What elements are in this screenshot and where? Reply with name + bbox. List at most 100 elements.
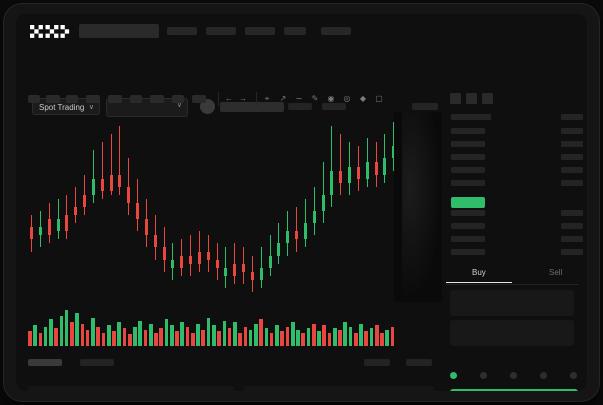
chart-timeframe-4[interactable]: [86, 95, 100, 103]
volume-bar: [138, 320, 143, 346]
trendline-icon[interactable]: ↗: [279, 94, 287, 103]
candle: [180, 239, 184, 276]
search-input[interactable]: [79, 24, 159, 38]
volume-bar: [185, 326, 190, 346]
orderbook-bid-row: [451, 236, 485, 242]
market-type-value: Spot Trading: [39, 103, 85, 112]
candlestick-chart[interactable]: [28, 112, 408, 302]
chart-axis-row: [28, 359, 432, 369]
volume-bar: [122, 328, 127, 346]
volume-bar: [143, 329, 148, 346]
candle: [127, 158, 131, 216]
orderbook-ask-total: [561, 167, 583, 173]
magnet-icon[interactable]: ◉: [327, 94, 335, 103]
volume-bar: [238, 332, 242, 346]
orderbook-view-bids-icon[interactable]: [466, 93, 477, 104]
candle-wick: [216, 243, 218, 280]
candle-wick: [163, 227, 165, 272]
volume-bar: [169, 325, 174, 346]
candle-wick: [357, 146, 359, 191]
chart-timeframe-3[interactable]: [66, 95, 78, 103]
pagination-dot[interactable]: [510, 372, 517, 379]
chart-timeframe-8[interactable]: [172, 95, 184, 103]
chevron-down-icon: ∨: [88, 104, 94, 111]
volume-bar: [390, 326, 395, 346]
brush-icon[interactable]: ✎: [311, 94, 319, 103]
volume-bar: [201, 329, 206, 346]
volume-bar: [49, 319, 53, 346]
positions-panel[interactable]: [244, 386, 434, 391]
volume-bar: [327, 332, 332, 346]
pagination-dot[interactable]: [480, 372, 487, 379]
candle: [268, 235, 272, 276]
candle: [365, 138, 369, 187]
volume-bar: [196, 323, 200, 346]
amount-input[interactable]: [450, 320, 574, 346]
undo-icon[interactable]: ←: [225, 94, 233, 103]
candle: [197, 231, 201, 272]
candle: [383, 134, 387, 183]
chart-timeframe-5[interactable]: [108, 95, 122, 103]
volume-bar: [101, 332, 106, 346]
wave-icon[interactable]: ∼: [295, 94, 303, 103]
orderbook-view-both-icon[interactable]: [450, 93, 461, 104]
chart-timeframe-1[interactable]: [28, 95, 40, 103]
candle: [30, 215, 33, 252]
volume-bar: [317, 331, 321, 346]
orderbook-ask-row: [451, 180, 485, 186]
orderbook-header-total: [561, 114, 583, 120]
volume-bar: [59, 316, 64, 346]
volume-bar: [233, 322, 237, 346]
orderbook-view-tabs: [450, 93, 510, 105]
nav-item-earn[interactable]: [284, 27, 306, 35]
volume-bar: [385, 329, 390, 346]
candle-wick: [92, 150, 94, 203]
chart-timeframe-6[interactable]: [130, 95, 142, 103]
candle-wick: [340, 134, 342, 195]
market-stat-1: [288, 103, 312, 110]
orderbook-ask-total: [561, 180, 583, 186]
candle: [321, 162, 325, 224]
volume-bar: [243, 326, 248, 346]
nav-item-markets[interactable]: [167, 27, 197, 35]
tab-buy[interactable]: Buy: [472, 268, 486, 277]
submit-order-button[interactable]: [450, 389, 578, 391]
nav-item-derivatives[interactable]: [245, 27, 275, 35]
redo-icon[interactable]: →: [239, 94, 247, 103]
candle-wick: [207, 235, 209, 272]
pagination-dot[interactable]: [570, 372, 577, 379]
open-orders-panel[interactable]: [28, 386, 234, 391]
candle-wick: [39, 211, 41, 248]
tab-sell[interactable]: Sell: [549, 268, 563, 277]
candle-wick: [137, 178, 139, 232]
crosshair-icon[interactable]: ⌖: [264, 94, 270, 103]
nav-item-trade[interactable]: [206, 27, 236, 35]
orderbook-view-asks-icon[interactable]: [482, 93, 493, 104]
candle: [136, 178, 140, 232]
candle-wick: [198, 231, 200, 272]
pagination-dot[interactable]: [540, 372, 547, 379]
candle-wick: [366, 138, 368, 187]
pagination-dot[interactable]: [450, 372, 457, 379]
price-input[interactable]: [450, 290, 574, 316]
orderbook-bid-total: [561, 249, 583, 255]
candle: [38, 211, 42, 248]
candle: [250, 255, 254, 292]
volume-bar: [364, 331, 369, 346]
chart-timeframe-2[interactable]: [46, 95, 60, 103]
candle: [286, 211, 290, 256]
candle: [348, 142, 352, 195]
trading-pair-select[interactable]: ∨: [106, 98, 188, 117]
trash-icon[interactable]: ▢: [375, 94, 383, 103]
chart-timeframe-9[interactable]: [192, 95, 206, 103]
candle-wick: [48, 202, 50, 244]
eye-icon[interactable]: ◎: [343, 94, 351, 103]
lock-icon[interactable]: ◆: [359, 94, 367, 103]
chart-timeframe-7[interactable]: [150, 95, 164, 103]
chart-overlay-gradient: [402, 112, 442, 302]
orderbook-bid-row: [451, 223, 485, 229]
okx-logo-icon[interactable]: [30, 25, 70, 38]
nav-item-more[interactable]: [321, 27, 351, 35]
candle: [162, 227, 166, 272]
volume-bar: [348, 326, 353, 346]
